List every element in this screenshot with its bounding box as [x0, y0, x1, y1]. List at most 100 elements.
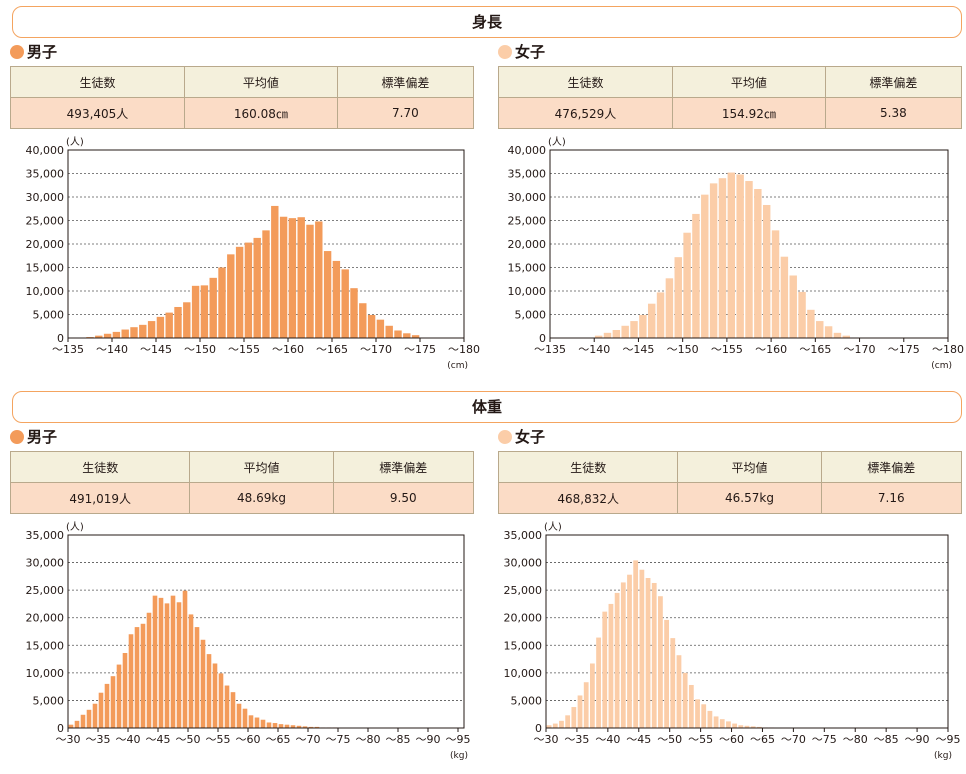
x-tick-label: ～70 — [296, 733, 321, 746]
y-unit-label: (人) — [548, 136, 566, 148]
histogram-bar — [266, 722, 272, 728]
histogram-bar — [688, 684, 694, 728]
histogram-bar — [709, 183, 718, 338]
value-count: 491,019人 — [9, 482, 191, 514]
histogram-bar — [645, 578, 651, 728]
x-tick-label: ～85 — [874, 733, 899, 746]
x-tick-label: ～85 — [386, 733, 411, 746]
histogram-bar — [156, 316, 165, 338]
histogram-bar — [296, 725, 302, 728]
histogram-bar — [209, 277, 217, 338]
y-tick-label: 5,000 — [515, 309, 547, 322]
gender-label-female-weight: 女子 — [498, 427, 545, 447]
header-count: 生徒数 — [498, 66, 673, 98]
histogram-bar — [754, 189, 762, 338]
y-tick-label: 35,000 — [26, 529, 65, 542]
histogram-bar — [798, 291, 806, 338]
x-tick-label: ～140 — [578, 343, 610, 356]
histogram-bar — [665, 278, 674, 338]
y-tick-label: 10,000 — [26, 285, 65, 298]
gender-text: 男子 — [27, 43, 58, 61]
histogram-bar — [139, 324, 147, 338]
histogram-bar — [182, 590, 188, 728]
x-tick-label: ～155 — [711, 343, 743, 356]
histogram-bar — [272, 723, 278, 728]
value-sd: 7.16 — [820, 482, 963, 514]
histogram-bar — [630, 321, 638, 338]
x-tick-label: ～175 — [888, 343, 920, 356]
histogram-bar — [176, 602, 182, 728]
histogram-bar — [359, 303, 367, 338]
value-mean: 46.57kg — [677, 482, 822, 514]
histogram-bar — [789, 275, 797, 338]
histogram-bar — [639, 314, 647, 338]
value-count: 476,529人 — [498, 97, 673, 129]
histogram-bar — [224, 685, 230, 728]
y-tick-label: 30,000 — [26, 191, 65, 204]
y-tick-label: 15,000 — [26, 262, 65, 275]
histogram-bar — [602, 611, 608, 728]
histogram-bar — [833, 332, 842, 338]
value-count: 468,832人 — [497, 482, 679, 514]
plot-frame — [549, 149, 949, 339]
histogram-bar — [212, 663, 218, 728]
histogram-bar — [86, 709, 92, 728]
histogram-bar — [385, 325, 393, 338]
y-tick-label: 30,000 — [26, 557, 65, 570]
header-mean: 平均値 — [189, 451, 334, 483]
plot-frame — [67, 149, 465, 339]
histogram-bar — [807, 309, 815, 338]
histogram-bar — [633, 560, 639, 728]
histogram-bar — [571, 707, 577, 728]
y-tick-label: 10,000 — [26, 667, 65, 680]
histogram-bar — [278, 724, 284, 728]
y-tick-label: 25,000 — [504, 584, 543, 597]
histogram-bar — [719, 719, 725, 728]
y-tick-label: 35,000 — [504, 529, 543, 542]
x-tick-label: ～50 — [657, 733, 682, 746]
histogram-bar — [670, 638, 676, 728]
y-tick-label: 40,000 — [26, 144, 65, 157]
histogram-bar — [614, 592, 620, 728]
y-tick-label: 15,000 — [26, 639, 65, 652]
header-mean: 平均値 — [671, 66, 826, 98]
y-unit-label: (人) — [544, 521, 562, 533]
histogram-bar — [262, 230, 270, 338]
x-tick-label: ～165 — [799, 343, 831, 356]
value-count: 493,405人 — [10, 97, 185, 129]
header-mean: 平均値 — [677, 451, 822, 483]
histogram-bar — [701, 194, 709, 338]
stats-table-height-female: 生徒数 平均値 標準偏差 476,529人 154.92㎝ 5.38 — [498, 66, 963, 129]
histogram-bar — [288, 218, 297, 338]
x-tick-label: ～40 — [595, 733, 620, 746]
histogram-bar — [350, 288, 358, 338]
x-tick-label: ～30 — [56, 733, 81, 746]
histogram-bar — [639, 569, 645, 728]
histogram-bar — [158, 597, 164, 728]
histogram-bar — [306, 224, 314, 338]
histogram-bar — [112, 331, 121, 338]
y-tick-label: 20,000 — [26, 238, 65, 251]
histogram-bar — [732, 723, 738, 728]
header-count: 生徒数 — [10, 66, 185, 98]
header-sd: 標準偏差 — [820, 451, 963, 483]
histogram-bar — [762, 204, 771, 338]
x-tick-label: ～135 — [52, 343, 84, 356]
header-mean: 平均値 — [183, 66, 338, 98]
histogram-bar — [608, 603, 614, 728]
stats-table-weight-female: 生徒数 平均値 標準偏差 468,832人 46.57kg 7.16 — [497, 451, 963, 514]
histogram-bar — [713, 716, 719, 728]
histogram-weight-male: 0 5,000 10,000 15,000 20,000 25,000 30,000 35,0… — [26, 521, 471, 761]
x-tick-label: ～145 — [622, 343, 654, 356]
x-tick-label: ～135 — [534, 343, 566, 356]
gender-label-female-height: 女子 — [498, 42, 545, 62]
x-tick-label: ～80 — [356, 733, 381, 746]
stats-table-height-male: 生徒数 平均値 標準偏差 493,405人 160.08㎝ 7.70 — [10, 66, 475, 129]
histogram-bar — [121, 329, 129, 338]
histogram-bar — [128, 634, 134, 728]
histogram-bar — [403, 333, 411, 338]
histogram-bar — [308, 726, 314, 728]
value-sd: 7.70 — [336, 97, 475, 129]
x-tick-label: ～160 — [755, 343, 787, 356]
histogram-bar — [627, 574, 632, 728]
